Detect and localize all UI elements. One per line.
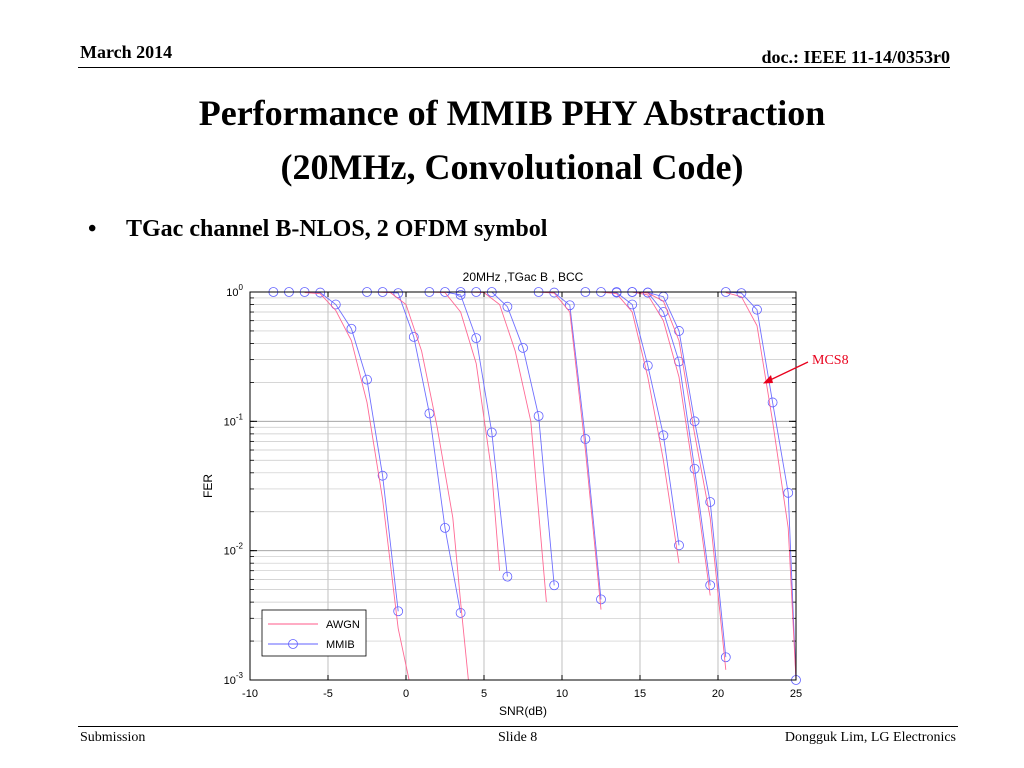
y-axis-label: FER [201,474,215,498]
data-point [783,487,794,498]
footer-author: Dongguk Lim, LG Electronics [784,730,956,745]
bullet-text: TGac channel B-NLOS, 2 OFDM symbol [126,216,548,242]
data-point [518,342,528,353]
data-point [440,522,450,533]
series-line [725,291,797,681]
x-axis-label: SNR(dB) [499,704,547,718]
annotation-arrow-head [763,375,773,384]
series-line [538,291,602,610]
x-tick-label: 25 [790,688,802,700]
data-point [315,287,326,298]
x-tick-label: 15 [634,688,646,700]
data-point [346,323,357,334]
data-point [752,304,762,315]
legend-label: MMIB [326,639,355,651]
data-point [705,580,716,591]
data-point [393,288,404,299]
data-point [720,652,731,663]
bullet-item: • TGac channel B-NLOS, 2 OFDM symbol [88,216,547,243]
footer-slide-number: Slide 8 [498,730,538,745]
annotation-arrow-line [765,361,809,383]
data-point [393,606,404,617]
data-point [705,497,716,507]
data-point [455,608,466,618]
header-doc-number: doc.: IEEE 11-14/0353r0 [761,47,950,67]
data-point [689,463,700,474]
series-line [632,291,727,670]
data-point [689,416,700,427]
footer-submission: Submission [80,730,146,745]
data-point [580,434,591,444]
data-point [377,470,388,481]
data-point [408,331,419,342]
x-tick-label: 0 [403,688,409,700]
axes-frame [249,291,797,681]
x-tick-label: 5 [481,688,487,700]
slide-title: Performance of MMIB PHY Abstraction (20M… [0,86,1024,194]
data-point [471,333,482,344]
slide-title-line-1: Performance of MMIB PHY Abstraction [198,93,826,133]
data-point [455,289,466,300]
data-point [642,360,653,371]
data-point [502,301,513,312]
data-point [564,300,575,311]
x-tick-label: 20 [712,688,724,700]
x-tick-label: -10 [242,688,258,700]
y-tick-label: 100 [226,283,243,299]
annotation-mcs8: MCS8 [812,353,849,368]
y-tick-label: 10-2 [224,542,244,558]
header-divider [78,67,950,68]
legend-marker [288,639,298,649]
series-line [374,291,469,681]
data-point [767,397,778,408]
x-tick-label: -5 [323,688,333,700]
bullet-marker: • [88,216,97,242]
data-point [596,594,606,605]
data-point [674,540,684,551]
x-tick-label: 10 [556,688,568,700]
data-point [424,408,435,419]
chart-title: 20MHz ,TGac B , BCC [463,270,584,284]
data-point [627,299,638,310]
footer-divider [78,726,958,727]
legend-label: AWGN [326,619,360,631]
data-point [674,326,684,336]
y-tick-label: 10-1 [224,412,244,428]
header-date: March 2014 [80,42,173,62]
data-point [533,411,544,421]
series-line [304,292,410,681]
data-point [502,571,513,582]
legend-box [261,609,367,657]
data-point [330,299,341,310]
data-point [549,580,560,591]
slide-title-line-2: (20MHz, Convolutional Code) [280,147,744,187]
data-point [486,427,497,438]
series-line [632,291,727,658]
y-tick-label: 10-3 [224,671,244,687]
fer-chart: -10 -5 0 5 10 15 20 25 100 10-1 10-2 10-3 20MHz ,TGa… [201,270,849,718]
data-point [362,374,372,385]
series-line [725,292,797,681]
